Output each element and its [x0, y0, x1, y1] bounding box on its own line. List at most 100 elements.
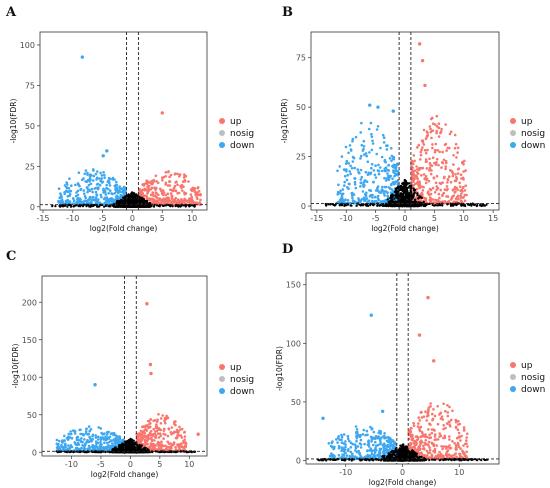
point-up	[157, 193, 160, 197]
point-down	[114, 183, 118, 187]
point-core	[180, 204, 183, 207]
point-down	[348, 182, 351, 186]
point-down	[354, 425, 358, 428]
point-down	[351, 194, 354, 197]
point-down	[103, 441, 106, 445]
point-core	[381, 204, 385, 208]
point-up	[166, 440, 169, 444]
x-tick-label: 5	[157, 460, 162, 469]
point-down	[396, 182, 400, 186]
point-core	[132, 443, 136, 446]
point-up	[160, 445, 163, 448]
point-core	[376, 204, 379, 207]
point-down	[363, 442, 366, 446]
point-core	[171, 205, 174, 208]
point-core	[436, 204, 439, 207]
point-down	[68, 200, 72, 203]
point-up	[153, 186, 156, 190]
point-up	[179, 434, 183, 437]
point-down	[352, 199, 356, 203]
point-core	[130, 193, 134, 196]
point-down	[117, 196, 120, 200]
point-down	[340, 155, 344, 158]
point-up	[164, 433, 167, 436]
point-up	[184, 444, 187, 448]
point-down	[392, 163, 396, 167]
point-core	[412, 192, 416, 195]
point-down	[372, 169, 376, 172]
point-up	[149, 371, 153, 376]
point-up	[416, 177, 420, 181]
point-core	[144, 446, 147, 450]
point-up	[158, 432, 162, 436]
point-core	[174, 450, 177, 453]
point-up	[423, 177, 427, 180]
point-up	[452, 154, 455, 157]
point-core	[132, 203, 135, 206]
point-up	[439, 188, 443, 192]
point-down	[69, 430, 72, 433]
point-down	[72, 199, 76, 202]
point-down	[370, 132, 373, 136]
point-down	[114, 437, 118, 440]
point-up	[435, 174, 439, 178]
point-core	[141, 198, 145, 201]
point-core	[61, 205, 65, 208]
point-up	[140, 191, 144, 195]
point-up	[183, 438, 186, 442]
point-down	[358, 199, 361, 203]
point-down	[77, 201, 81, 204]
point-down	[91, 196, 95, 199]
point-core	[402, 181, 405, 185]
legend-label-down: down	[230, 141, 254, 151]
point-up	[141, 425, 144, 429]
point-up	[154, 191, 158, 194]
point-down	[66, 183, 69, 186]
point-up	[441, 150, 445, 154]
point-core	[111, 448, 114, 451]
point-down	[375, 435, 378, 438]
point-up	[172, 422, 176, 426]
point-up	[425, 160, 429, 163]
point-up	[174, 172, 177, 175]
point-up	[162, 444, 165, 448]
point-up	[147, 187, 150, 190]
point-down	[105, 201, 108, 204]
point-up	[412, 169, 415, 173]
point-up	[196, 186, 199, 190]
point-down	[106, 445, 109, 448]
point-core	[417, 204, 420, 207]
point-down	[79, 188, 82, 191]
point-up	[163, 419, 166, 422]
point-core	[126, 198, 130, 201]
point-up	[464, 169, 467, 172]
point-down	[94, 172, 98, 176]
point-core	[393, 197, 396, 200]
point-down	[347, 439, 351, 443]
point-down	[370, 440, 373, 443]
panel-letter: A	[5, 5, 17, 20]
point-down	[87, 432, 90, 436]
point-down	[86, 171, 89, 175]
x-tick-label: 0	[130, 214, 135, 223]
point-down	[107, 430, 110, 434]
point-down	[374, 189, 378, 192]
point-core	[139, 205, 142, 208]
point-core	[404, 192, 408, 195]
point-core	[450, 204, 453, 207]
point-down	[389, 447, 392, 451]
point-down	[103, 176, 106, 179]
point-down	[99, 436, 103, 439]
point-down	[361, 433, 365, 436]
point-down	[386, 172, 389, 175]
point-up	[456, 151, 459, 154]
point-down	[376, 125, 380, 128]
point-down	[94, 186, 98, 190]
point-up	[169, 446, 173, 450]
point-core	[131, 446, 134, 450]
point-up	[416, 168, 419, 171]
point-down	[79, 447, 82, 451]
point-up	[176, 433, 180, 436]
point-core	[141, 196, 144, 200]
